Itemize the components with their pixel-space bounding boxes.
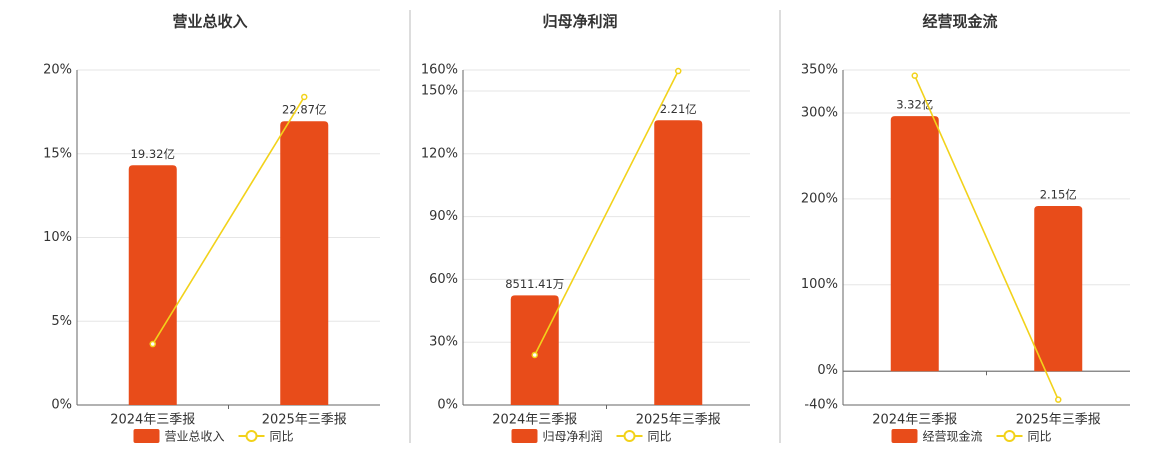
data-label: 19.32亿: [131, 147, 175, 161]
chart-title: 营业总收入: [172, 13, 247, 31]
data-label: 2.21亿: [660, 102, 697, 116]
legend-swatch: [133, 429, 160, 443]
bar: [654, 120, 703, 405]
y-tick-label: -40%: [804, 398, 838, 413]
y-tick-label: 300%: [801, 105, 838, 120]
line: [152, 96, 305, 345]
y-tick-label: 90%: [429, 209, 458, 224]
bar: [1034, 205, 1083, 372]
chart-title: 经营现金流: [922, 13, 997, 31]
y-tick-label: 0%: [437, 398, 458, 413]
bar: [280, 121, 329, 406]
legend-label: 同比: [648, 430, 672, 444]
y-tick-label: 30%: [429, 335, 458, 350]
legend-swatch: [1003, 430, 1016, 442]
data-label: 8511.41万: [505, 277, 564, 291]
line-point: [301, 93, 308, 101]
line-point: [675, 67, 682, 75]
y-tick-label: 20%: [43, 63, 72, 78]
x-tick-label: 2024年三季报: [872, 413, 957, 428]
y-tick-label: 100%: [801, 277, 838, 292]
chart-title: 归母净利润: [542, 13, 617, 31]
y-tick-label: 5%: [51, 314, 72, 329]
legend-label: 经营现金流: [923, 429, 983, 444]
data-label: 22.87亿: [282, 103, 326, 117]
x-tick-label: 2024年三季报: [110, 413, 195, 428]
x-tick-label: 2025年三季报: [636, 413, 721, 428]
legend-swatch: [511, 429, 538, 443]
line-point: [149, 340, 156, 348]
y-tick-label: 150%: [421, 83, 458, 98]
legend-swatch: [623, 430, 636, 442]
legend-swatch: [891, 429, 918, 443]
line: [914, 75, 1059, 400]
y-tick-label: 0%: [817, 363, 838, 378]
legend-label: 营业总收入: [165, 430, 225, 444]
bar: [128, 165, 177, 405]
legend-label: 同比: [1028, 430, 1052, 444]
legend-label: 同比: [270, 430, 294, 444]
y-tick-label: 15%: [43, 146, 72, 161]
y-tick-label: 350%: [801, 63, 838, 78]
data-label: 3.32亿: [896, 98, 933, 112]
x-tick-label: 2025年三季报: [1016, 413, 1101, 428]
line-point: [1055, 396, 1062, 403]
y-tick-label: 120%: [421, 146, 458, 161]
data-label: 2.15亿: [1040, 187, 1077, 201]
legend-label: 归母净利润: [543, 430, 603, 444]
bar: [890, 116, 939, 372]
y-tick-label: 10%: [43, 230, 72, 245]
x-tick-label: 2024年三季报: [492, 413, 577, 428]
line-point: [911, 72, 918, 79]
legend-swatch: [245, 430, 258, 442]
line: [534, 70, 679, 356]
line-point: [531, 351, 538, 359]
bar: [510, 295, 559, 405]
y-tick-label: 200%: [801, 191, 838, 206]
y-tick-label: 160%: [421, 63, 458, 78]
y-tick-label: 0%: [51, 398, 72, 413]
x-tick-label: 2025年三季报: [262, 413, 347, 428]
y-tick-label: 60%: [429, 272, 458, 287]
